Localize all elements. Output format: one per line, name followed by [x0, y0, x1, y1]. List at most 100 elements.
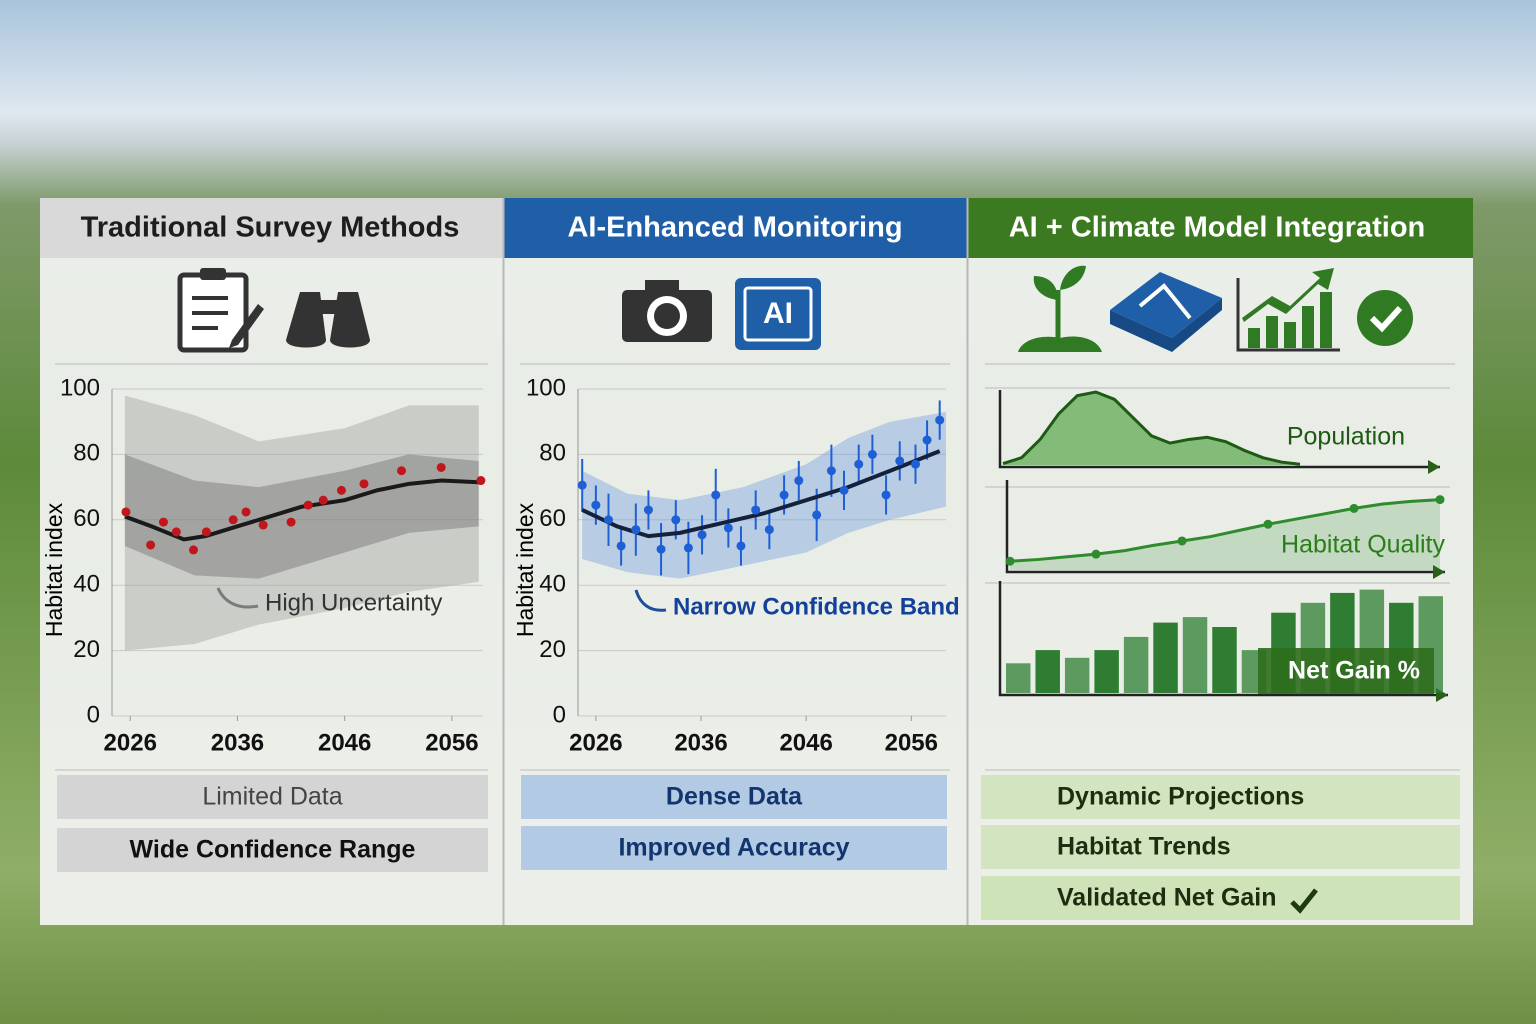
observation-point — [895, 456, 905, 466]
y-tick-label: 40 — [73, 571, 100, 598]
ai-chip-icon — [735, 278, 821, 350]
bar — [1035, 650, 1060, 693]
x-tick-label: 2056 — [885, 729, 938, 756]
observation-point — [476, 476, 486, 486]
observation-point — [577, 480, 587, 490]
observation-point — [228, 515, 238, 525]
axes — [1005, 480, 1445, 574]
confidence-band — [124, 395, 479, 651]
y-tick-label: 20 — [539, 636, 566, 663]
observation-point — [794, 476, 804, 486]
panel-label: Improved Accuracy — [618, 834, 849, 862]
observation-point — [711, 490, 721, 500]
annotation-arrow — [634, 589, 667, 612]
label-box — [57, 828, 488, 872]
point — [1091, 549, 1101, 559]
observation-point — [723, 523, 733, 533]
chart-label: Habitat Quality — [1281, 531, 1445, 559]
point — [1177, 536, 1187, 546]
camera-icon — [622, 280, 712, 342]
observation-point — [643, 505, 653, 515]
observation-point — [188, 545, 198, 555]
x-tick-label: 2026 — [569, 729, 622, 756]
bar — [1123, 636, 1149, 693]
bar — [1182, 617, 1208, 693]
observation-point — [671, 515, 681, 525]
panel-title: Traditional Survey Methods — [81, 212, 460, 244]
observation-point — [603, 515, 613, 525]
observation-point — [867, 449, 877, 459]
observation-point — [436, 462, 446, 472]
y-tick-label: 100 — [526, 374, 566, 401]
observation-point — [812, 510, 822, 520]
observation-point — [683, 543, 693, 553]
panel-label: Dynamic Projections — [1057, 783, 1304, 811]
chart-label: Population — [1287, 423, 1405, 451]
y-tick-label: 60 — [539, 505, 566, 532]
x-tick-label: 2046 — [318, 729, 371, 756]
y-axis-label: Habitat index — [512, 502, 538, 637]
line — [1009, 498, 1441, 563]
axis-arrow — [1428, 460, 1440, 474]
observation-point — [839, 485, 849, 495]
x-tick-label: 2036 — [674, 729, 727, 756]
check-icon — [1357, 290, 1413, 346]
title-bar — [504, 198, 967, 258]
bar — [1153, 622, 1178, 693]
label-box — [981, 775, 1460, 819]
point — [1005, 556, 1015, 566]
label-box — [1258, 648, 1434, 694]
trend-line — [124, 478, 479, 542]
axis-arrow — [1433, 565, 1445, 579]
model-icon — [1110, 272, 1222, 352]
observation-point — [751, 505, 761, 515]
x-tick-label: 2056 — [425, 729, 478, 756]
x-tick-label: 2036 — [211, 729, 264, 756]
observation-point — [764, 525, 774, 535]
annotation: Narrow Confidence Band — [673, 593, 960, 620]
label-box — [521, 826, 947, 870]
sprout-icon — [1018, 265, 1102, 352]
observation-point — [146, 540, 156, 550]
panel-title: AI + Climate Model Integration — [1009, 212, 1426, 244]
y-tick-label: 60 — [73, 505, 100, 532]
observation-point — [697, 530, 707, 540]
check-mark — [1290, 888, 1318, 914]
observation-point — [258, 520, 268, 530]
observation-point — [158, 517, 168, 527]
bar — [1006, 663, 1031, 693]
confidence-band — [124, 454, 479, 579]
y-tick-label: 80 — [539, 440, 566, 467]
axes — [998, 390, 1440, 469]
observation-point — [359, 479, 369, 489]
x-tick-label: 2046 — [779, 729, 832, 756]
label-box — [981, 825, 1460, 869]
y-tick-label: 0 — [553, 701, 566, 728]
y-tick-label: 40 — [539, 571, 566, 598]
panel-label: Habitat Trends — [1057, 833, 1231, 861]
bar — [1064, 657, 1090, 693]
y-tick-label: 80 — [73, 440, 100, 467]
observation-point — [826, 466, 836, 476]
observation-point — [318, 495, 328, 505]
binoculars-icon — [286, 292, 370, 348]
observation-point — [736, 541, 746, 551]
bar — [1212, 627, 1237, 693]
observation-point — [201, 527, 211, 537]
point — [1435, 495, 1445, 505]
observation-point — [656, 544, 666, 554]
observation-point — [286, 517, 296, 527]
observation-point — [631, 525, 641, 535]
observation-point — [121, 507, 131, 517]
point — [1263, 519, 1273, 529]
growth-chart-icon — [1236, 268, 1340, 352]
panel-label: Dense Data — [666, 783, 803, 811]
label-box — [521, 775, 947, 819]
title-bar — [40, 198, 503, 258]
label-box — [57, 775, 488, 819]
observation-point — [303, 500, 313, 510]
confidence-band — [582, 411, 946, 579]
y-tick-label: 0 — [87, 701, 100, 728]
observation-point — [171, 527, 181, 537]
